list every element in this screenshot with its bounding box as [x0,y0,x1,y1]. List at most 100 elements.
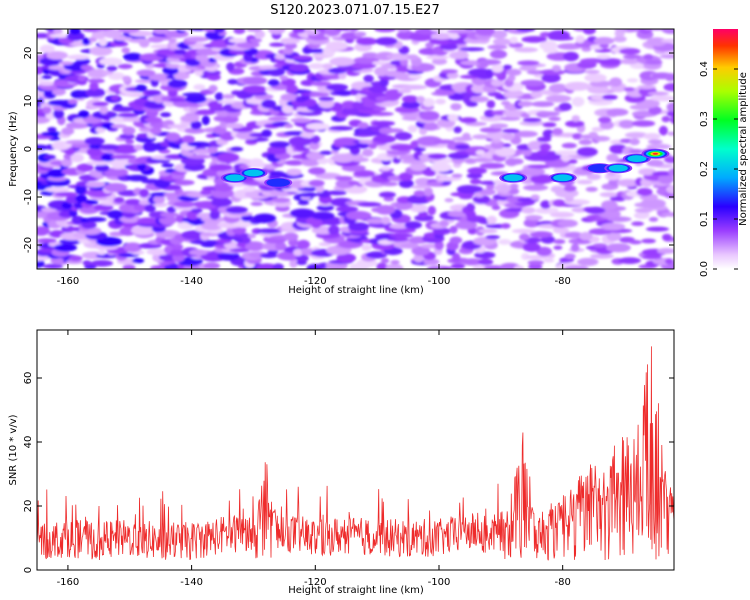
spectrogram-cell [52,29,63,34]
spectrogram-cell [502,128,520,134]
spectrogram-cell [550,185,564,193]
spectrogram-cell [372,135,396,144]
spectrogram-cell [509,36,518,44]
spectrogram-cell [184,36,209,42]
spectrogram-cell [99,144,120,151]
spectrogram-cell [66,31,85,41]
spectrogram-cell [519,233,530,241]
spectrogram-cell [647,139,663,144]
spectrogram-cell [90,260,114,267]
spectrogram-cell [71,142,93,149]
spectrogram-cell [153,195,165,204]
spectrogram-cell [372,106,387,112]
spectrogram-cell [144,116,163,124]
spectrogram-cell [455,220,478,230]
y-tick-label: 10 [23,95,34,108]
spectrogram-cell [133,144,144,151]
spectrogram-cell [108,72,125,81]
spectrogram-cell [41,75,53,80]
spectrogram-cell [111,106,136,112]
spectrogram-cell [502,133,515,141]
spectrogram-cell [182,92,207,97]
spectrogram-cell [357,142,369,149]
spectrogram-cell [486,131,507,140]
colorbar-tick-label: 0.2 [699,161,710,177]
spectrogram-cell [563,185,577,192]
spectrogram-cell [112,144,139,154]
spectrogram-cell [429,37,453,45]
spectrogram-cell [536,111,560,117]
spectrogram-cell [449,236,463,244]
spectrogram-cell [557,219,578,228]
spectrogram-cell [522,117,542,123]
spectrogram-cell [425,42,435,49]
spectrogram-cell [122,116,145,122]
spectrogram-cell [390,143,415,151]
spectrogram-cell [208,84,218,93]
spectrogram-cell [280,37,301,44]
spectrogram-cell [529,231,553,238]
spectrogram-cell [490,79,505,87]
spectrogram-cell [427,205,436,216]
spectrogram-cell [168,38,177,43]
spectrogram-cell [318,98,335,109]
spectrogram-cell [101,122,115,130]
colorbar-tick-label: 0.0 [699,261,710,277]
spectrogram-cell [530,174,554,184]
spectrogram-cell [472,195,491,204]
spectrogram-cell [431,58,448,65]
spectrogram-cell [606,231,622,242]
spectrogram-cell [459,117,478,124]
spectrogram-cell [391,54,411,61]
spectrogram-cell [37,238,57,244]
spectrogram-cell [626,78,639,83]
spectrogram-cell [110,154,137,160]
spectrogram-cell [498,239,512,245]
spectrogram-cell [548,83,568,93]
spectrogram-cell [433,139,455,145]
spectrogram-cell [167,79,188,88]
spectrogram-cell [75,194,87,203]
spectrogram-cell [500,223,511,229]
spectrogram-cell [572,133,583,140]
spectrogram-cell [174,179,195,186]
spectrogram-cell [509,183,519,190]
spectrogram-cell [561,142,577,149]
spectral-peak-contour [627,155,647,163]
spectrogram-cell [577,257,599,266]
spectrogram-cell [541,73,561,83]
spectrogram-cell [599,192,619,198]
spectrogram-cell [551,64,562,72]
spectrogram-cell [475,29,495,36]
spectrogram-cell [82,37,91,46]
spectrogram-cell [413,253,424,263]
spectrogram-cell [203,262,221,269]
spectrogram-cell [536,136,552,142]
spectrogram-cell [608,178,621,187]
snr-panel: -160 -140 -120 -100 -80 0 20 40 60 Height of str… [8,329,675,596]
spectrogram-cell [536,246,552,257]
spectrogram-cell [135,84,147,92]
spectrogram-cell [526,70,545,75]
spectrogram-cell [85,88,106,98]
spectrogram-cell [296,239,310,250]
spectrogram-cell [450,103,462,111]
spectrogram-cell [543,258,555,263]
spectrogram-cell [121,47,131,54]
spectrogram-cell [110,94,120,101]
spectrogram-cell [472,134,490,140]
spectrogram-cell [93,204,114,211]
spectrogram-cell [491,138,502,144]
spectrogram-features [220,148,670,188]
spectrogram-cell [520,167,546,176]
spectrogram-cell [217,251,240,261]
spectrogram-cell [435,98,446,105]
spectrogram-cell [327,190,347,196]
spectrogram-cell [365,251,388,259]
spectrogram-cell [122,75,131,82]
spectrogram-cell [461,258,484,266]
spectrogram-cell [385,263,404,269]
spectrogram-cell [652,171,673,176]
